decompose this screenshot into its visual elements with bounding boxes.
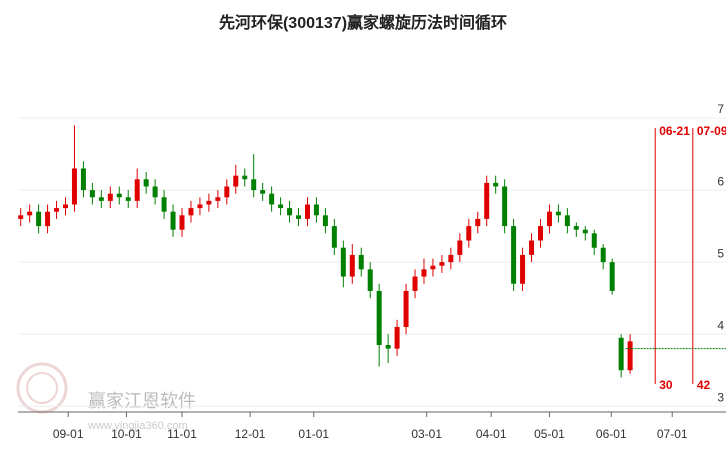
candle-body	[394, 326, 400, 349]
candle-body	[179, 215, 185, 230]
candle-body	[27, 211, 33, 216]
candle-body	[161, 197, 167, 212]
y-tick-label: 5	[717, 246, 724, 260]
watermark-url: www.yingjia360.com	[87, 420, 188, 432]
candle-body	[555, 211, 561, 216]
candle-body	[134, 179, 140, 201]
y-tick-label: 7	[717, 102, 724, 116]
candle-body	[260, 190, 266, 194]
candle-body	[188, 208, 194, 216]
candle-body	[152, 186, 158, 198]
candle-body	[537, 226, 543, 241]
cycle-count: 42	[697, 378, 711, 392]
candle-body	[45, 211, 51, 227]
x-tick-label: 03-01	[411, 427, 442, 441]
candle-body	[98, 197, 104, 201]
candle-body	[340, 247, 346, 277]
candle-body	[62, 204, 68, 209]
candle-body	[546, 211, 552, 227]
candle-body	[421, 269, 427, 277]
x-tick-label: 12-01	[235, 427, 266, 441]
candle-body	[591, 233, 597, 248]
candle-body	[107, 193, 113, 201]
candle-body	[71, 168, 77, 205]
candle-body	[331, 226, 337, 248]
watermark-logo	[16, 362, 68, 414]
candle-body	[233, 175, 239, 187]
candle-body	[529, 240, 535, 255]
x-tick-label: 01-01	[298, 427, 329, 441]
candle-body	[475, 218, 481, 227]
candle-body	[358, 254, 364, 270]
candle-body	[18, 215, 24, 219]
candle-body	[296, 215, 302, 219]
candle-body	[493, 182, 499, 187]
candle-body	[313, 204, 319, 216]
cycle-date: 06-21	[659, 124, 690, 138]
candle-body	[502, 186, 508, 227]
candle-body	[439, 262, 445, 266]
candle-body	[197, 204, 203, 209]
candle-body	[457, 240, 463, 255]
candle-body	[430, 265, 436, 270]
candle-body	[278, 204, 284, 209]
y-tick-label: 4	[717, 318, 724, 332]
cycle-count: 30	[659, 378, 673, 392]
x-tick-label: 10-01	[111, 427, 142, 441]
chart-title: 先河环保(300137)赢家螺旋历法时间循环	[219, 13, 507, 32]
candle-body	[80, 168, 86, 191]
candle-body	[412, 276, 418, 291]
x-tick-label: 04-01	[476, 427, 507, 441]
candle-body	[385, 344, 391, 349]
candle-body	[116, 193, 122, 198]
candle-body	[170, 211, 176, 230]
candle-body	[448, 254, 454, 263]
candle-body	[322, 215, 328, 227]
candle-body	[349, 254, 355, 277]
candle-body	[143, 179, 149, 187]
candle-body	[564, 215, 570, 227]
y-tick-label: 3	[717, 390, 724, 404]
candle-body	[36, 211, 42, 227]
candle-body	[600, 247, 606, 263]
candle-body	[242, 175, 248, 180]
x-tick-label: 11-01	[167, 427, 197, 441]
x-tick-label: 09-01	[53, 427, 84, 441]
candle-body	[269, 193, 275, 205]
x-tick-label: 05-01	[534, 427, 565, 441]
candle-body	[224, 186, 230, 198]
candle-body	[609, 262, 615, 291]
candle-body	[251, 179, 257, 191]
candle-body	[582, 229, 588, 234]
y-tick-label: 6	[717, 174, 724, 188]
candle-body	[520, 254, 526, 284]
candle-body	[573, 226, 579, 230]
candle-body	[304, 204, 310, 219]
candle-body	[89, 190, 95, 198]
candle-body	[54, 208, 60, 212]
x-tick-label: 07-01	[657, 427, 688, 441]
candle-body	[627, 341, 633, 371]
candle-body	[215, 197, 221, 201]
candle-body	[376, 290, 382, 345]
candle-body	[367, 269, 373, 291]
candle-body	[466, 226, 472, 241]
candle-body	[484, 182, 490, 219]
candle-body	[511, 226, 517, 284]
cycle-date: 07-09	[697, 124, 726, 138]
candle-body	[403, 290, 409, 327]
x-tick-label: 06-01	[596, 427, 627, 441]
watermark: 赢家江恩软件	[88, 390, 196, 411]
candle-body	[287, 208, 293, 216]
candle-body	[618, 337, 624, 371]
candle-body	[125, 197, 131, 201]
candle-body	[206, 200, 212, 205]
